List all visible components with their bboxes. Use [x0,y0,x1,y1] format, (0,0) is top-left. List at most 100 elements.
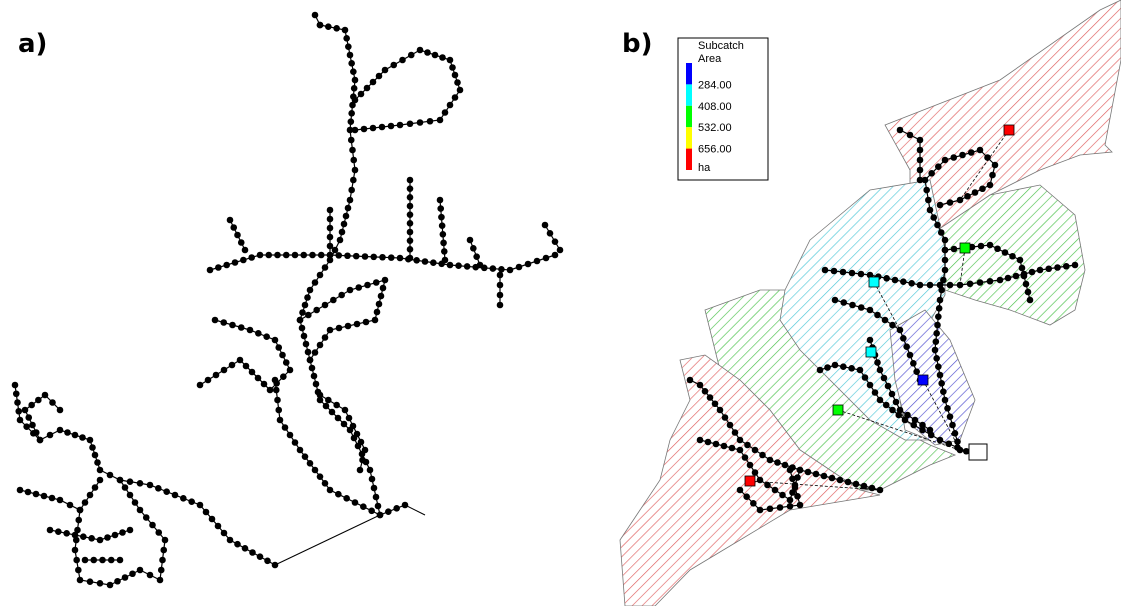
node [913,368,920,375]
node [25,489,32,496]
node [743,493,750,500]
node [299,309,306,316]
node [813,471,820,478]
node [343,35,350,42]
node [312,279,319,286]
node [309,365,316,372]
node [221,530,228,537]
node [382,277,389,284]
node [97,537,104,544]
node [352,499,359,506]
node [207,267,214,274]
node [283,252,290,259]
node [348,110,355,117]
legend-break: 532.00 [698,122,732,134]
node [936,305,943,312]
node [717,407,724,414]
node [883,275,890,282]
node [944,405,951,412]
node [327,487,334,494]
node [274,252,281,259]
node [937,437,944,444]
node [853,481,860,488]
node [287,367,294,374]
node [742,454,749,461]
node [393,505,400,512]
node [687,377,694,384]
node [397,122,404,129]
node [407,255,414,262]
node [227,217,234,224]
node [837,477,844,484]
node [359,457,366,464]
node [892,277,899,284]
node [917,137,924,144]
node [338,292,345,299]
node [1013,273,1020,280]
node [234,232,241,239]
legend-break: 284.00 [698,79,732,91]
node [215,264,222,271]
node [255,375,262,382]
node [330,297,337,304]
node [447,57,454,64]
node [942,257,949,264]
node [984,154,991,161]
node [313,381,320,388]
node [861,483,868,490]
node [402,502,409,509]
node [343,213,350,220]
node [137,507,144,514]
node [441,248,448,255]
node [957,197,964,204]
node [212,317,219,324]
node [302,302,309,309]
node [885,383,892,390]
node [364,282,371,289]
legend: Subcatch Area ha 284.00408.00532.00656.0… [678,38,768,180]
node [470,245,477,252]
panel-label: a) [18,29,47,59]
node [439,54,446,61]
link [405,505,425,515]
node [342,27,349,34]
node [376,73,383,80]
node [957,447,964,454]
node [149,522,156,529]
node [322,334,329,341]
node [87,492,94,499]
node [274,397,281,404]
node [910,360,917,367]
node [137,567,144,574]
node [497,282,504,289]
node [949,422,956,429]
node [977,279,984,286]
node [117,477,124,484]
node [794,493,801,500]
node [452,94,459,101]
node [397,255,404,262]
page: {"panels": [{"label": "a)"}, {"label": "… [0,0,1121,606]
node [874,312,881,319]
node [327,252,334,259]
node [234,541,241,548]
node [353,253,360,260]
node [229,362,236,369]
node [325,397,332,404]
node [362,447,369,454]
node [552,252,559,259]
node [917,282,924,289]
node [97,477,104,484]
node [157,577,164,584]
node [67,502,74,509]
node [947,413,954,420]
node [197,382,204,389]
subcatchment-centroid [866,347,876,357]
legend-subtitle: Area [698,53,722,65]
node [348,187,355,194]
node [104,534,111,541]
node [840,299,847,306]
node [1072,262,1079,269]
node [137,480,144,487]
node [223,262,230,269]
